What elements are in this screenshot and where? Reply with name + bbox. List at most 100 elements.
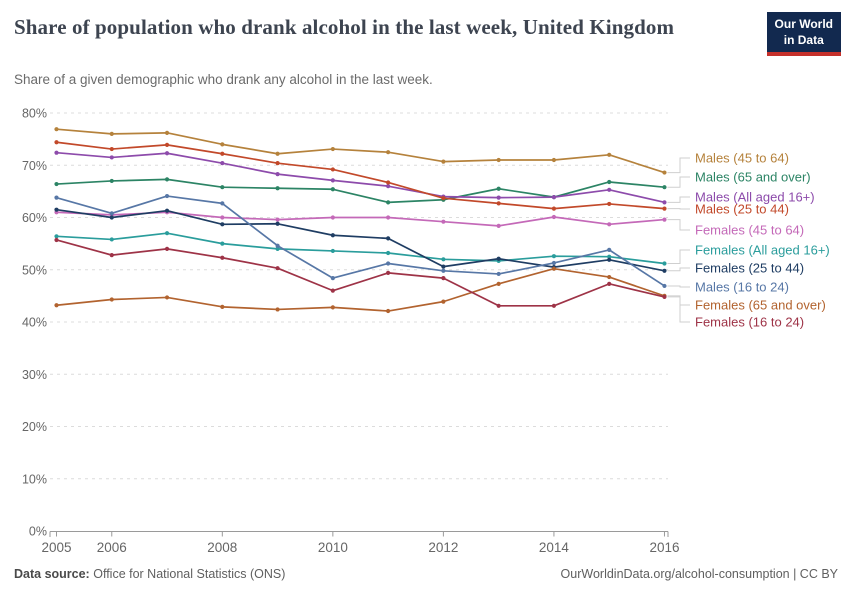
series-point-males-65-and-over-2016 (662, 185, 667, 190)
series-point-males-all-aged-16-2009 (275, 172, 280, 177)
series-point-males-45-to-64-2016 (662, 170, 667, 175)
series-point-males-65-and-over-2011 (386, 200, 391, 205)
series-point-males-25-to-44-2010 (330, 167, 335, 172)
series-point-females-25-to-44-2007 (164, 208, 170, 213)
series-point-females-16-to-24-2008 (220, 255, 225, 260)
legend-connector-males-65-and-over (667, 176, 690, 188)
legend-connector-females-all-aged-16 (667, 249, 690, 264)
series-point-males-16-to-24-2007 (164, 193, 170, 199)
series-line-females-45-to-64[interactable] (55, 211, 666, 227)
y-tick-label-10: 10% (22, 472, 47, 486)
series-point-males-all-aged-16-2011 (386, 184, 391, 189)
legend-label-males-65-and-over[interactable]: Males (65 and over) (695, 170, 811, 185)
legend-label-males-16-to-24[interactable]: Males (16 to 24) (695, 280, 789, 295)
series-point-females-all-aged-16-2011 (386, 250, 391, 256)
series-point-females-all-aged-16-2008 (220, 241, 225, 246)
series-point-males-all-aged-16-2016 (662, 200, 667, 205)
series-point-females-45-to-64-2012 (441, 219, 446, 224)
series-point-males-25-to-44-2008 (220, 151, 225, 156)
series-point-males-all-aged-16-2010 (330, 178, 335, 183)
y-tick-label-0: 0% (29, 525, 47, 539)
series-point-males-65-and-over-2007 (164, 177, 170, 182)
series-point-males-all-aged-16-2015 (607, 187, 612, 192)
series-point-females-45-to-64-2011 (386, 215, 391, 220)
series-point-females-45-to-64-2014 (551, 214, 557, 220)
legend-label-females-65-and-over[interactable]: Females (65 and over) (695, 298, 826, 313)
series-point-males-25-to-44-2015 (607, 201, 612, 207)
series-point-females-65-and-over-2006 (109, 297, 114, 302)
legend-connector-females-25-to-44 (667, 267, 690, 272)
series-point-males-45-to-64-2015 (607, 152, 612, 157)
series-line-males-65-and-over[interactable] (55, 178, 666, 204)
x-tick-label-2010: 2010 (318, 540, 348, 555)
series-line-males-16-to-24[interactable] (55, 195, 666, 287)
series-point-males-all-aged-16-2013 (496, 195, 501, 200)
series-line-females-65-and-over[interactable] (55, 267, 666, 312)
series-line-females-all-aged-16[interactable] (55, 232, 666, 265)
legend-connector-males-16-to-24 (667, 285, 690, 288)
series-point-females-all-aged-16-2005 (54, 234, 59, 239)
series-point-males-25-to-44-2007 (164, 142, 170, 147)
data-source-label: Data source: (14, 567, 90, 581)
series-line-males-all-aged-16[interactable] (55, 151, 666, 204)
series-point-males-16-to-24-2012 (441, 268, 446, 273)
series-point-males-all-aged-16-2008 (220, 161, 225, 166)
series-point-males-65-and-over-2010 (330, 187, 335, 192)
series-point-males-45-to-64-2013 (496, 157, 501, 163)
series-point-females-65-and-over-2009 (275, 307, 280, 312)
series-point-females-all-aged-16-2016 (662, 261, 667, 266)
legend-label-males-45-to-64[interactable]: Males (45 to 64) (695, 151, 789, 166)
series-point-females-65-and-over-2010 (330, 305, 335, 310)
series-point-females-16-to-24-2005 (54, 237, 59, 243)
series-point-females-all-aged-16-2015 (607, 254, 612, 259)
series-point-females-45-to-64-2009 (275, 217, 280, 222)
series-point-females-16-to-24-2012 (441, 276, 446, 281)
legend-label-females-25-to-44[interactable]: Females (25 to 44) (695, 261, 804, 276)
series-point-females-all-aged-16-2010 (330, 248, 335, 254)
series-point-females-all-aged-16-2007 (164, 231, 170, 236)
series-point-males-45-to-64-2008 (220, 142, 225, 147)
series-point-males-25-to-44-2016 (662, 206, 667, 211)
attribution-link[interactable]: OurWorldinData.org/alcohol-consumption |… (560, 567, 838, 581)
series-point-males-45-to-64-2006 (109, 131, 114, 136)
series-point-males-16-to-24-2011 (386, 261, 391, 266)
legend-connector-males-45-to-64 (667, 157, 690, 174)
x-tick-label-2008: 2008 (207, 540, 237, 555)
series-line-females-16-to-24[interactable] (55, 239, 666, 307)
series-point-males-16-to-24-2013 (496, 271, 501, 277)
x-tick-label-2005: 2005 (41, 540, 71, 555)
series-point-males-all-aged-16-2006 (109, 155, 114, 160)
y-tick-label-30: 30% (22, 368, 47, 382)
legend-label-males-all-aged-16[interactable]: Males (All aged 16+) (695, 190, 815, 205)
series-point-females-25-to-44-2015 (607, 257, 612, 262)
data-source: Data source: Office for National Statist… (14, 567, 285, 581)
series-line-females-25-to-44[interactable] (55, 208, 666, 272)
x-tick-label-2006: 2006 (97, 540, 127, 555)
series-point-males-45-to-64-2012 (441, 159, 446, 164)
series-point-males-45-to-64-2005 (54, 127, 59, 132)
series-point-females-16-to-24-2016 (662, 294, 667, 300)
series-point-females-16-to-24-2007 (164, 246, 170, 251)
legend-label-females-all-aged-16[interactable]: Females (All aged 16+) (695, 243, 830, 258)
series-point-males-16-to-24-2009 (275, 243, 280, 248)
series-point-males-65-and-over-2008 (220, 185, 225, 190)
series-point-females-16-to-24-2006 (109, 253, 114, 258)
legend-connector-females-45-to-64 (667, 219, 690, 231)
legend-label-females-45-to-64[interactable]: Females (45 to 64) (695, 223, 804, 238)
y-tick-label-40: 40% (22, 316, 47, 330)
legend-label-males-25-to-44[interactable]: Males (25 to 44) (695, 202, 789, 217)
series-line-males-45-to-64[interactable] (55, 128, 666, 174)
legend-label-females-16-to-24[interactable]: Females (16 to 24) (695, 315, 804, 330)
chart-footer: Data source: Office for National Statist… (14, 567, 838, 581)
series-point-females-25-to-44-2006 (109, 215, 114, 220)
series-point-females-65-and-over-2005 (54, 303, 59, 308)
data-source-value: Office for National Statistics (ONS) (93, 567, 286, 581)
series-point-males-65-and-over-2015 (607, 179, 612, 185)
series-point-females-45-to-64-2010 (330, 215, 335, 220)
series-point-males-all-aged-16-2007 (164, 151, 170, 156)
series-point-females-65-and-over-2014 (551, 266, 557, 271)
y-tick-label-80: 80% (22, 107, 47, 121)
series-line-males-25-to-44[interactable] (55, 141, 666, 210)
series-point-males-25-to-44-2013 (496, 201, 501, 206)
